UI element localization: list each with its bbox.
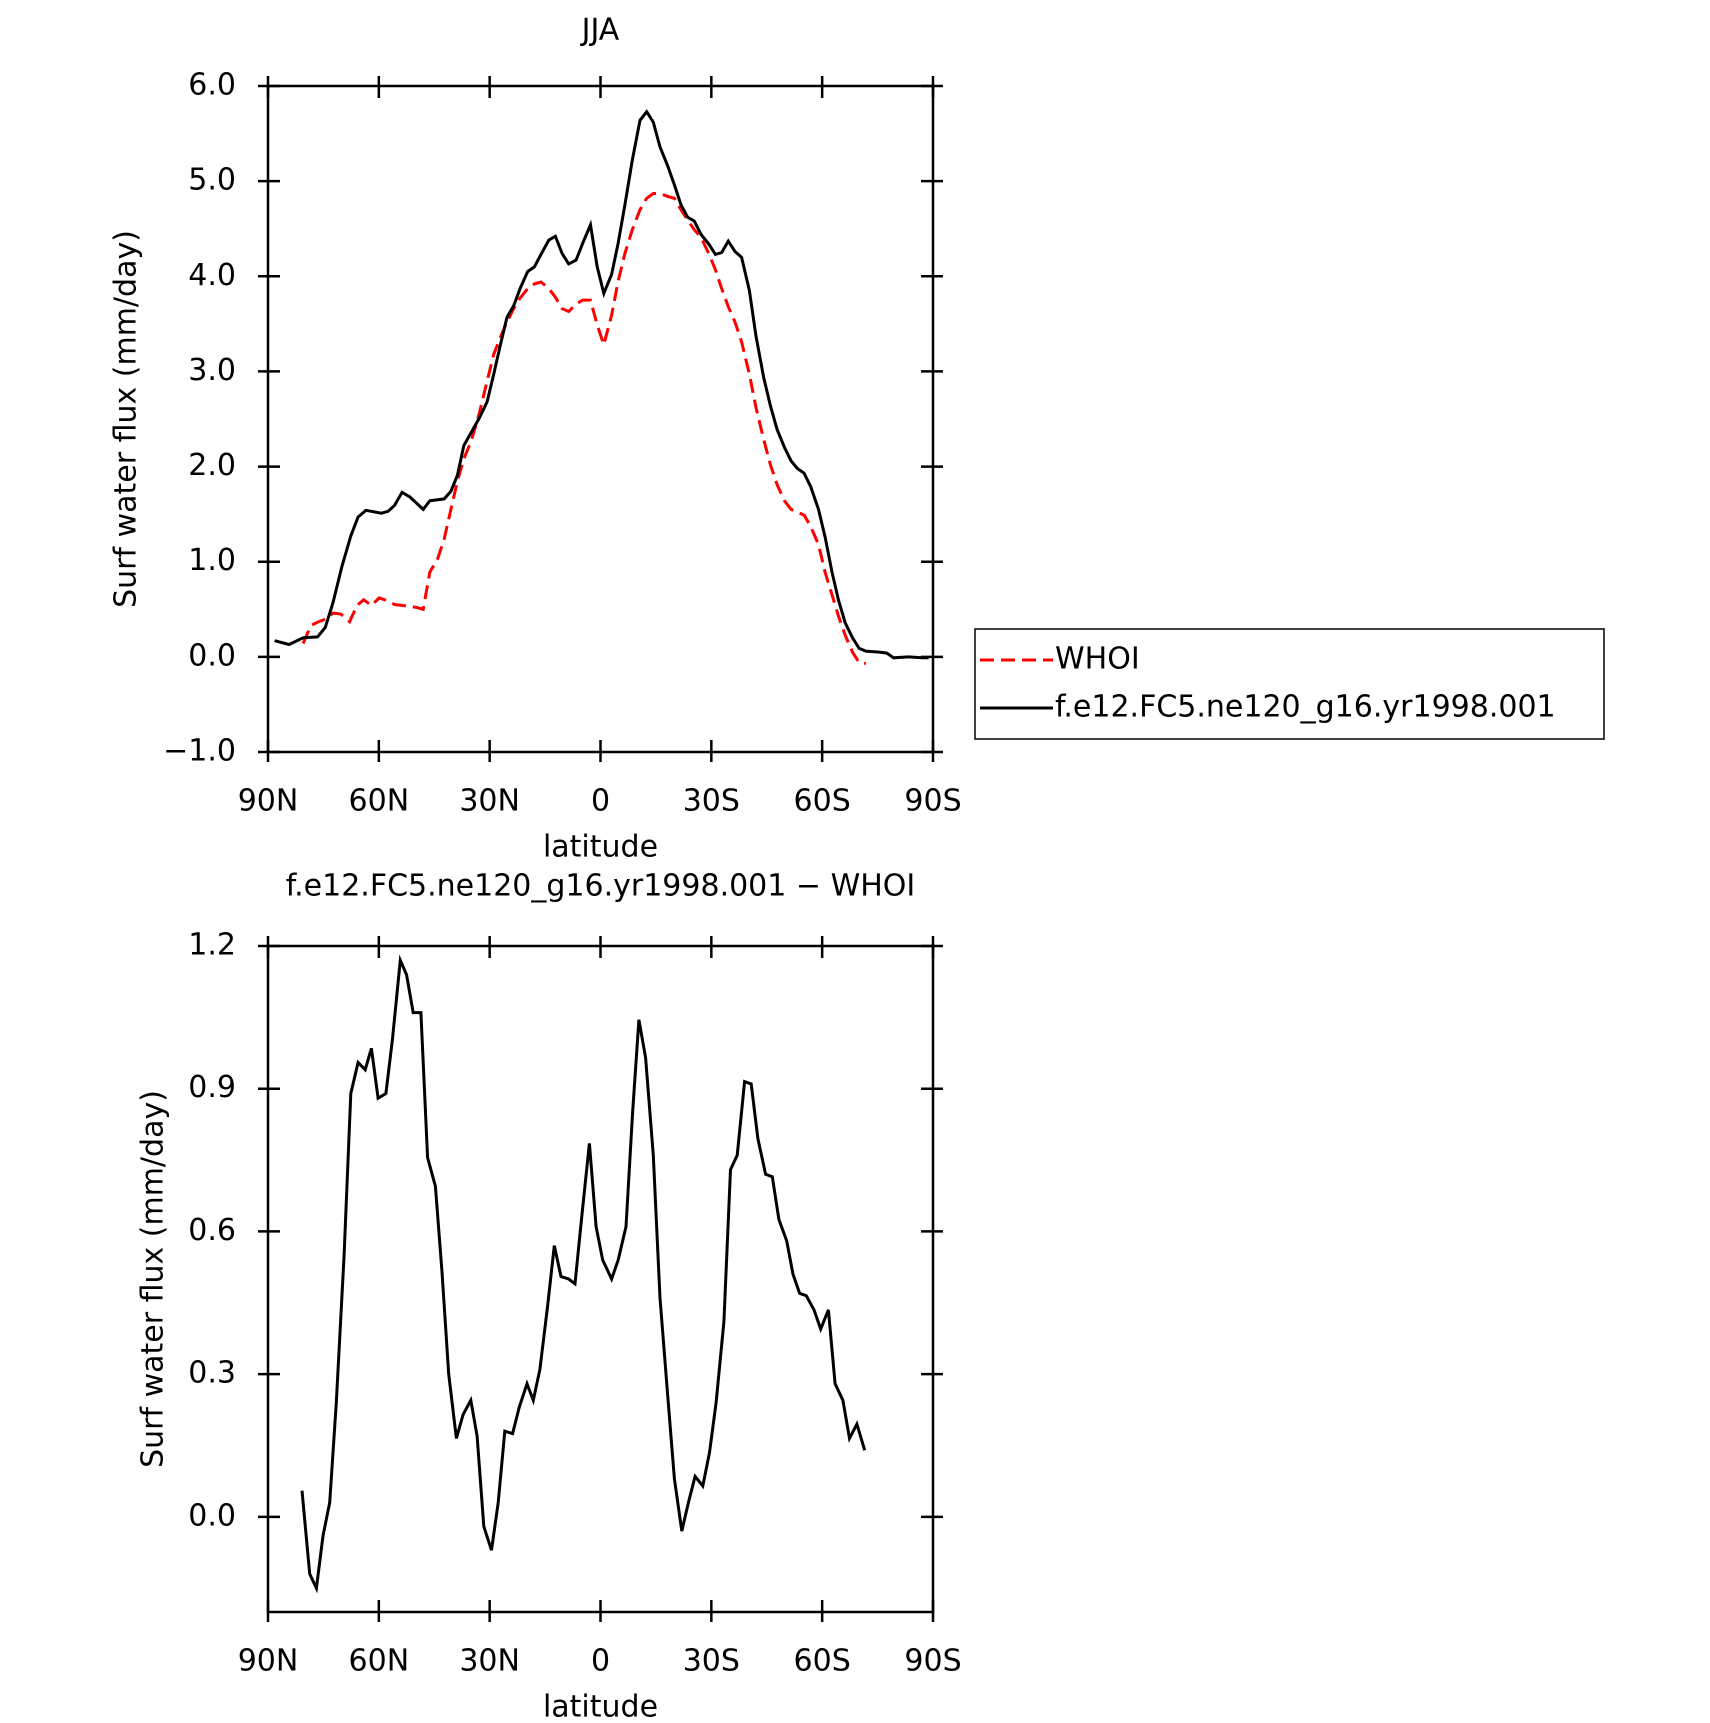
y-tick-label: 5.0 (188, 163, 236, 198)
x-tick-label: 90S (904, 1644, 961, 1679)
x-tick-label: 60S (794, 784, 851, 819)
y-tick-label: 3.0 (188, 353, 236, 388)
x-tick-label: 60S (794, 1644, 851, 1679)
x-tick-label: 30S (683, 784, 740, 819)
y-axis-label: Surf water flux (mm/day) (136, 1090, 171, 1468)
x-tick-label: 30S (683, 1644, 740, 1679)
x-axis-label: latitude (543, 830, 658, 865)
x-tick-label: 60N (349, 1644, 410, 1679)
y-tick-label: 0.3 (188, 1356, 236, 1391)
x-tick-label: 0 (591, 1644, 610, 1679)
y-axis-label: Surf water flux (mm/day) (109, 230, 144, 608)
x-tick-label: 90S (904, 784, 961, 819)
y-tick-label: 0.0 (188, 1498, 236, 1533)
legend-label: f.e12.FC5.ne120_g16.yr1998.001 (1055, 690, 1556, 725)
y-tick-label: 2.0 (188, 448, 236, 483)
chart-title: JJA (580, 13, 620, 48)
plot-frame (266, 944, 935, 1614)
data-line (274, 109, 929, 660)
legend-box (974, 628, 1605, 740)
x-tick-label: 90N (238, 784, 299, 819)
y-tick-label: 0.0 (188, 638, 236, 673)
y-tick-label: 1.0 (188, 543, 236, 578)
x-tick-label: 30N (459, 784, 520, 819)
y-tick-label: 1.2 (188, 928, 236, 963)
y-tick-label: −1.0 (163, 734, 236, 769)
plot-frame (266, 84, 935, 754)
x-axis-label: latitude (543, 1690, 658, 1723)
y-tick-label: 4.0 (188, 258, 236, 293)
x-tick-label: 60N (349, 784, 410, 819)
y-tick-label: 0.6 (188, 1213, 236, 1248)
chart-title: f.e12.FC5.ne120_g16.yr1998.001 − WHOI (286, 869, 916, 904)
y-tick-label: 6.0 (188, 68, 236, 103)
y-tick-label: 0.9 (188, 1070, 236, 1105)
x-tick-label: 0 (591, 784, 610, 819)
x-tick-label: 90N (238, 1644, 299, 1679)
data-line (300, 954, 867, 1594)
legend-label: WHOI (1055, 642, 1140, 677)
x-tick-label: 30N (459, 1644, 520, 1679)
data-line (301, 192, 866, 665)
